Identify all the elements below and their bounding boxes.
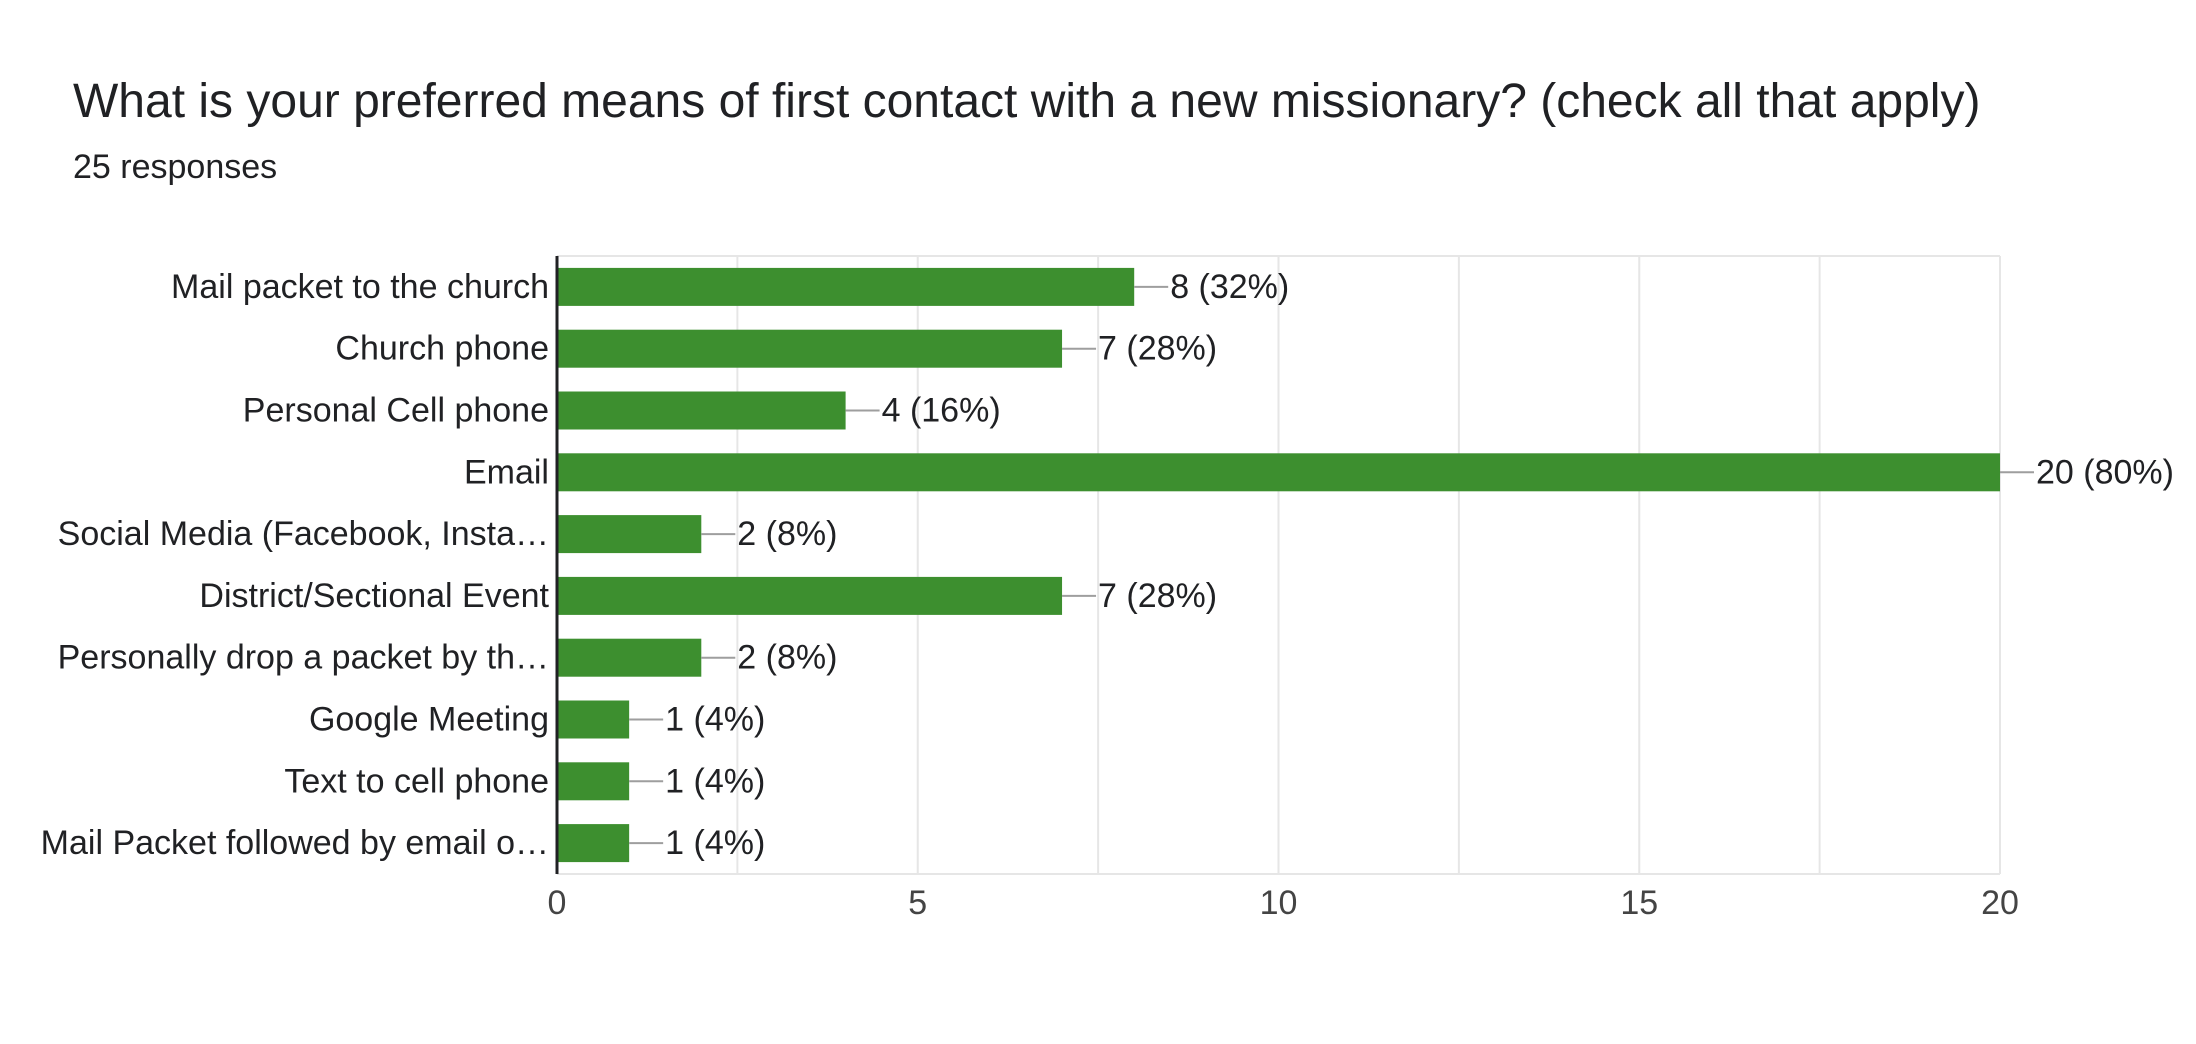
bar — [557, 700, 630, 739]
category-label: Google Meeting — [309, 701, 549, 739]
bar — [557, 391, 846, 430]
response-count: 25 responses — [73, 148, 278, 186]
data-label: 1 (4%) — [665, 701, 765, 739]
data-label: 4 (16%) — [882, 392, 1001, 430]
category-label: Email — [464, 453, 549, 491]
bar — [557, 329, 1063, 368]
bar — [557, 515, 702, 554]
bar — [557, 453, 2000, 492]
data-label: 8 (32%) — [1170, 268, 1289, 306]
data-label: 7 (28%) — [1098, 577, 1217, 615]
data-label: 1 (4%) — [665, 762, 765, 800]
x-tick-label: 0 — [548, 884, 567, 922]
category-label: Personally drop a packet by th… — [58, 639, 549, 677]
category-label: Church phone — [335, 330, 549, 368]
data-label: 1 (4%) — [665, 824, 765, 862]
bar — [557, 824, 630, 863]
bar — [557, 762, 630, 801]
bar — [557, 638, 702, 677]
data-label: 2 (8%) — [737, 515, 837, 553]
category-label: Text to cell phone — [284, 762, 549, 800]
data-label: 7 (28%) — [1098, 330, 1217, 368]
chart-title: What is your preferred means of first co… — [73, 75, 1981, 128]
category-label: Personal Cell phone — [243, 392, 549, 430]
data-label: 2 (8%) — [737, 639, 837, 677]
category-label: Social Media (Facebook, Insta… — [58, 515, 549, 553]
x-tick-label: 5 — [908, 884, 927, 922]
category-label: Mail Packet followed by email o… — [41, 824, 549, 862]
bar — [557, 576, 1063, 615]
category-label: District/Sectional Event — [199, 577, 549, 615]
x-tick-label: 15 — [1620, 884, 1658, 922]
x-tick-label: 10 — [1260, 884, 1298, 922]
bar — [557, 267, 1135, 306]
data-label: 20 (80%) — [2036, 453, 2174, 491]
category-label: Mail packet to the church — [171, 268, 549, 306]
x-tick-label: 20 — [1981, 884, 2019, 922]
